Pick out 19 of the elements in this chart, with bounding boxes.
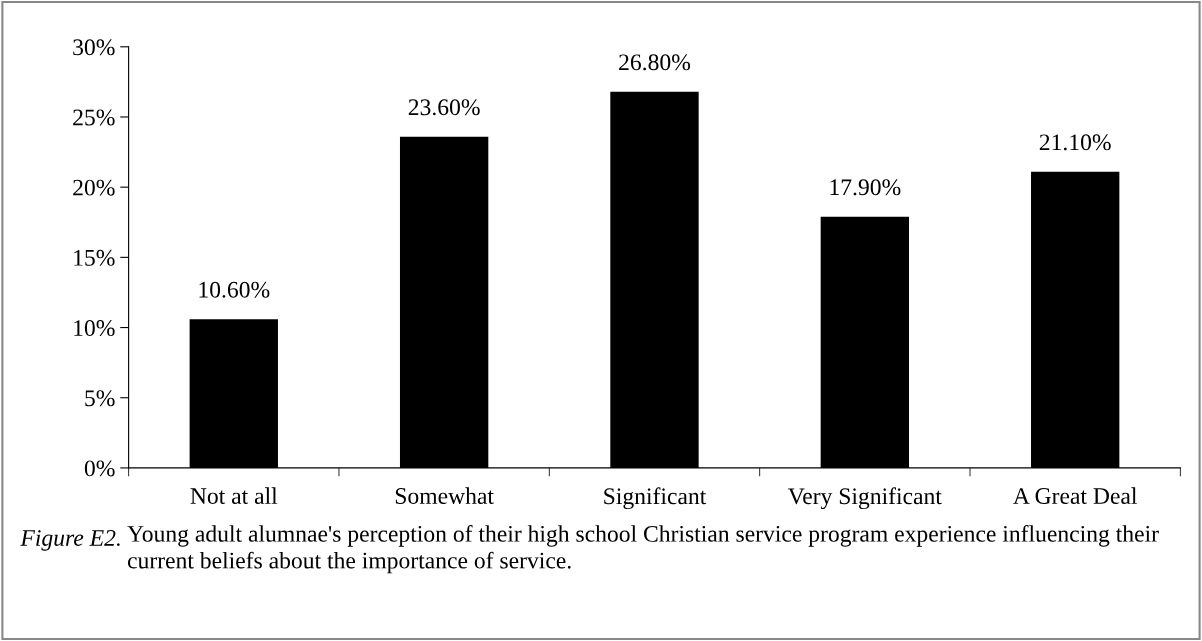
text: Young adult alumnae's perception of their high school Christian service program experience influencing their current beliefs about the importance of service. <box>127 525 1159 574</box>
data-label: 26.80% <box>619 54 691 71</box>
y-tick-label: 5% <box>85 390 115 407</box>
y-tick-label: 20% <box>73 179 115 196</box>
y-tick-label: 30% <box>73 39 115 56</box>
caption: Figure E2. <box>20 530 120 551</box>
y-tick-label: 25% <box>73 109 115 126</box>
y-tick-label: 10% <box>74 320 115 337</box>
x-tick-label: Significant <box>604 487 707 510</box>
x-tick-label: A Great Deal <box>1013 487 1137 504</box>
y-tick-label: 0% <box>84 460 115 477</box>
x-tick-label: Somewhat <box>395 487 494 504</box>
x-tick-label: Very Significant <box>788 487 942 510</box>
data-label: 17.90% <box>830 179 901 196</box>
x-tick-label: Not at all <box>190 487 278 504</box>
data-label: 21.10% <box>1039 134 1111 151</box>
data-label: 10.60% <box>199 281 270 298</box>
y-tick-label: 15% <box>74 249 115 266</box>
data-label: 23.60% <box>408 99 480 116</box>
